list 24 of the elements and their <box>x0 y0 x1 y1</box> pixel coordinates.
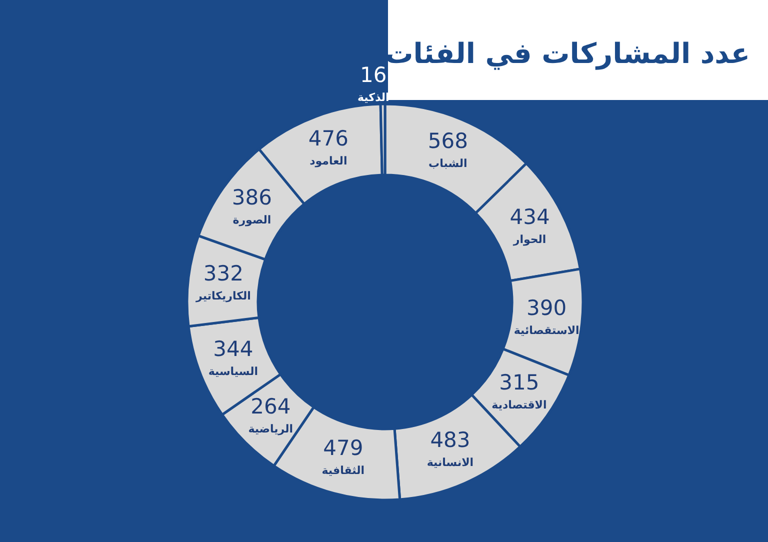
data-label: 344 <box>213 336 254 361</box>
data-label: 434 <box>510 205 550 230</box>
slice-label: الثقافية <box>322 464 365 478</box>
data-label: 386 <box>232 186 272 210</box>
data-label: 315 <box>499 370 540 395</box>
data-label: 332 <box>203 261 244 286</box>
data-label: 479 <box>323 436 364 460</box>
slice-label: الاقتصادية <box>492 398 547 412</box>
slice-label: الشباب <box>428 157 468 170</box>
slice-label: العامود <box>310 154 348 168</box>
data-label: 568 <box>428 129 468 154</box>
data-label: 483 <box>430 428 470 452</box>
data-label: 390 <box>526 296 567 320</box>
slice-label: الكاريكاتير <box>195 289 251 302</box>
chart-title: عدد المشاركات في الفئات <box>385 37 750 70</box>
slice-label: الحوار <box>512 233 546 246</box>
slice-label: الانسانية <box>426 456 474 469</box>
slice-label: الاستقصائية <box>514 324 580 338</box>
slice-label: السياسية <box>208 364 258 378</box>
data-label: 476 <box>308 126 348 151</box>
data-label: 264 <box>250 394 291 418</box>
data-label: 16 <box>360 63 387 88</box>
slice-label: الرياضية <box>248 422 294 436</box>
slice-label: الصورة <box>232 214 272 227</box>
